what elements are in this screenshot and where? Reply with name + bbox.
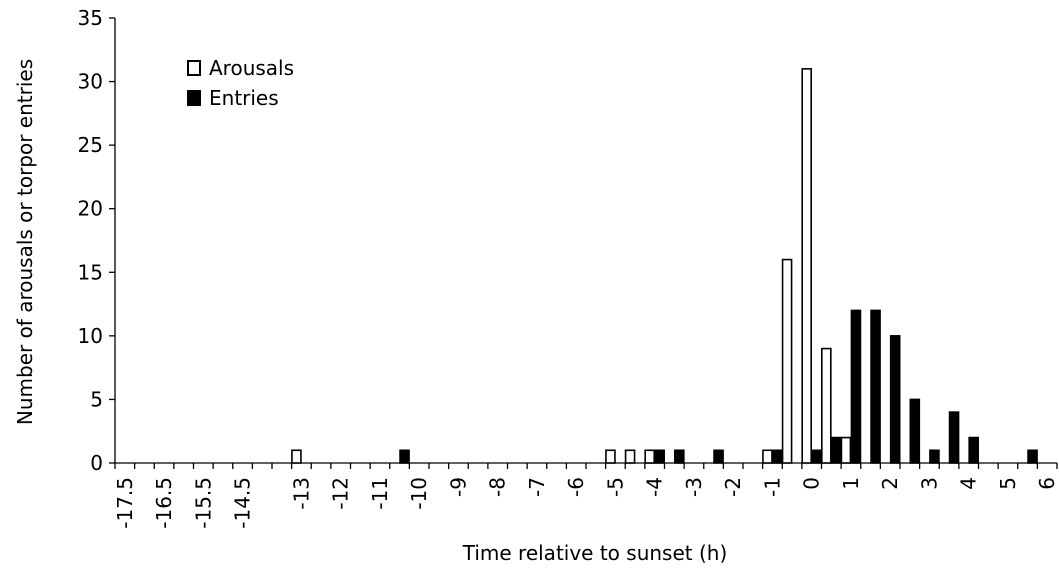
entry-bar — [811, 449, 822, 464]
arousal-bar — [644, 449, 655, 464]
x-tick-label: 0 — [800, 477, 824, 490]
entry-bar — [831, 436, 842, 464]
entry-bar — [929, 449, 940, 464]
entry-bar — [713, 449, 724, 464]
legend-entries-swatch — [187, 90, 201, 106]
x-tick-label: -9 — [446, 477, 470, 497]
entry-bar — [948, 411, 960, 464]
arousal-bar — [840, 436, 852, 464]
y-tick-label: 10 — [78, 324, 103, 348]
arousal-bar — [291, 449, 302, 464]
y-tick-label: 5 — [90, 387, 103, 411]
y-tick-label: 20 — [78, 197, 103, 221]
x-tick-label: -1 — [760, 477, 784, 497]
x-tick-label: 5 — [996, 477, 1020, 490]
entry-bar — [870, 309, 881, 464]
x-tick-label: -3 — [682, 477, 706, 497]
y-axis: 0 5 10 15 20 25 30 35 — [78, 6, 116, 475]
entry-bar — [399, 449, 410, 464]
x-tick-label: -4 — [643, 477, 667, 497]
x-tick-label: -17.5 — [113, 477, 137, 529]
y-tick-label: 30 — [78, 70, 103, 94]
legend: Arousals Entries — [187, 56, 294, 110]
y-tick-label: 35 — [78, 6, 103, 30]
x-tick-label: 4 — [957, 477, 981, 490]
y-tick-label: 15 — [78, 260, 103, 284]
entry-bar — [909, 398, 921, 464]
x-tick-label: -6 — [564, 477, 588, 497]
x-tick-label: -10 — [407, 477, 431, 510]
x-tick-label: -2 — [721, 477, 745, 497]
x-axis-label: Time relative to sunset (h) — [462, 541, 728, 565]
legend-arousals-label: Arousals — [209, 56, 294, 80]
entry-bar — [889, 335, 901, 464]
arousal-bar — [801, 68, 812, 464]
arousal-bar — [762, 449, 773, 464]
y-tick-label: 0 — [90, 451, 103, 475]
entry-bar — [850, 309, 862, 464]
entry-bar — [654, 449, 665, 464]
bars — [291, 68, 1038, 464]
arousal-bar — [624, 449, 636, 464]
x-tick-label: -12 — [329, 477, 353, 510]
x-tick-label: -15.5 — [191, 477, 215, 529]
entry-bar — [674, 449, 685, 464]
x-axis: -17.5 -16.5 -15.5 -14.5 -13 -12 -11 -10 -9 -8 -7 -6… — [113, 462, 1059, 529]
legend-entries-label: Entries — [209, 86, 279, 110]
x-tick-label: -11 — [368, 477, 392, 510]
x-tick-label: -8 — [486, 477, 510, 497]
arousal-bar — [821, 347, 832, 464]
arousal-bar — [781, 258, 793, 464]
entry-bar — [772, 449, 783, 464]
y-tick-label: 25 — [78, 133, 103, 157]
entry-bar — [968, 436, 979, 464]
legend-arousals-swatch — [187, 60, 201, 76]
x-tick-label: -16.5 — [152, 477, 176, 529]
x-tick-label: -13 — [289, 477, 313, 510]
y-axis-label: Number of arousals or torpor entries — [13, 59, 37, 425]
x-tick-label: 6 — [1035, 477, 1059, 490]
x-tick-label: -5 — [603, 477, 627, 497]
x-tick-label: 2 — [878, 477, 902, 490]
x-tick-label: 1 — [839, 477, 863, 490]
x-tick-label: -14.5 — [231, 477, 255, 529]
x-tick-label: -7 — [525, 477, 549, 497]
arousal-bar — [605, 449, 616, 464]
entry-bar — [1027, 449, 1038, 464]
x-tick-label: 3 — [917, 477, 941, 490]
